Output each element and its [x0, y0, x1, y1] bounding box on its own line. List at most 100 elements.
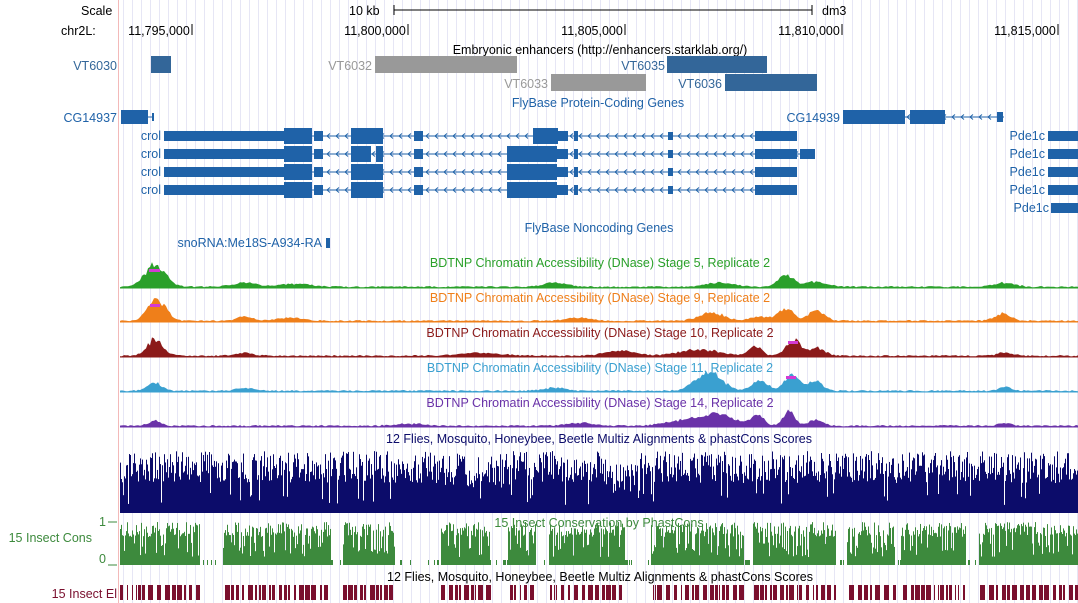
- phastcons-bar: [160, 535, 161, 565]
- multiz-bar: [1016, 468, 1017, 513]
- multiz-bar: [141, 464, 142, 513]
- enhancer-vt6033[interactable]: [551, 74, 646, 91]
- dnase-stage5-title[interactable]: BDTNP Chromatin Accessibility (DNase) St…: [429, 256, 771, 270]
- snorna-feature[interactable]: [326, 238, 330, 248]
- multiz-bar: [991, 456, 992, 513]
- gene-label-pde1c[interactable]: Pde1c: [1009, 129, 1045, 143]
- enhancer-label[interactable]: VT6033: [504, 77, 548, 91]
- enhancer-vt6030[interactable]: [151, 56, 171, 73]
- phastcons-side-label[interactable]: 15 Insect Cons: [8, 531, 92, 545]
- enhancer-vt6035[interactable]: [667, 56, 767, 73]
- element-bar: [893, 585, 896, 600]
- multiz-bar: [882, 457, 883, 513]
- multiz-bar: [744, 472, 745, 513]
- enhancer-label[interactable]: VT6032: [328, 59, 372, 73]
- multiz-bar: [945, 471, 946, 513]
- multiz-bar: [676, 481, 677, 513]
- elements-side-label[interactable]: 15 Insect El: [51, 587, 117, 601]
- exon: [755, 167, 797, 177]
- multiz-bar: [983, 462, 984, 513]
- multiz-bar: [679, 469, 680, 513]
- element-bar: [722, 585, 725, 600]
- phastcons-bar: [203, 560, 204, 565]
- dnase-stage10-title[interactable]: BDTNP Chromatin Accessibility (DNase) St…: [426, 326, 774, 340]
- dnase-signal-tracks[interactable]: [120, 262, 1078, 428]
- phastcons-bar: [553, 556, 554, 565]
- phastcons-bar: [625, 560, 626, 565]
- multiz-bar: [631, 464, 632, 513]
- exon: [164, 167, 284, 177]
- elements-track-title[interactable]: 12 Flies, Mosquito, Honeybee, Beetle Mul…: [387, 570, 813, 584]
- gene-label-crol[interactable]: crol: [140, 147, 161, 161]
- gene-label-pde1c[interactable]: Pde1c: [1009, 183, 1045, 197]
- gene-label-pde1c[interactable]: Pde1c: [1009, 165, 1045, 179]
- coding-gene-models[interactable]: [121, 110, 1078, 213]
- multiz-track-title[interactable]: 12 Flies, Mosquito, Honeybee, Beetle Mul…: [386, 432, 812, 446]
- gene-label-crol[interactable]: crol: [140, 129, 161, 143]
- multiz-bar: [618, 481, 619, 513]
- phastcons-bar: [997, 526, 998, 565]
- multiz-bar: [365, 480, 366, 513]
- multiz-bar: [364, 480, 365, 513]
- multiz-bar: [533, 477, 534, 513]
- strand-arrow: [740, 169, 745, 175]
- multiz-bar: [167, 459, 168, 513]
- multiz-bar: [286, 463, 287, 513]
- multiz-bar: [188, 456, 189, 513]
- gene-label-snorna[interactable]: snoRNA:Me18S-A934-RA: [177, 236, 322, 250]
- phastcons-bar: [358, 551, 359, 565]
- gene-label-cg14937[interactable]: CG14937: [63, 111, 117, 125]
- gene-label-crol[interactable]: crol: [140, 183, 161, 197]
- dnase-stage14-title[interactable]: BDTNP Chromatin Accessibility (DNase) St…: [426, 396, 774, 410]
- element-bar: [926, 585, 931, 600]
- enhancer-vt6036[interactable]: [725, 74, 817, 91]
- multiz-bar: [545, 454, 546, 513]
- multiz-bar: [342, 455, 343, 513]
- gene-label-pde1c[interactable]: Pde1c: [1009, 147, 1045, 161]
- element-bar: [520, 585, 521, 600]
- multiz-bar: [503, 483, 504, 513]
- phastcons-bar: [610, 522, 611, 565]
- multiz-bar: [454, 477, 455, 513]
- gene-model-crol: [164, 182, 797, 198]
- multiz-bar: [571, 467, 572, 513]
- dnase-stage11-title[interactable]: BDTNP Chromatin Accessibility (DNase) St…: [426, 361, 774, 375]
- gene-label-cg14939[interactable]: CG14939: [786, 111, 840, 125]
- multiz-conservation-bars[interactable]: [120, 451, 1078, 513]
- enhancer-vt6032[interactable]: [375, 56, 517, 73]
- multiz-bar: [791, 476, 792, 513]
- multiz-bar: [645, 455, 646, 513]
- multiz-bar: [275, 467, 276, 513]
- phastcons-bar: [913, 531, 914, 565]
- phastcons-bar: [162, 545, 163, 565]
- dnase-stage9-title[interactable]: BDTNP Chromatin Accessibility (DNase) St…: [429, 291, 771, 305]
- element-bar: [279, 585, 282, 600]
- phastcons-bar: [560, 548, 561, 565]
- dnase-clipped-marker: [149, 269, 160, 272]
- phastcons-bars[interactable]: [120, 522, 1078, 565]
- phastcons-bar: [662, 528, 663, 565]
- multiz-bar: [245, 474, 246, 513]
- strand-arrow: [650, 133, 655, 139]
- enhancer-label[interactable]: VT6035: [621, 59, 665, 73]
- element-bar: [449, 585, 453, 600]
- exon: [152, 113, 154, 121]
- multiz-bar: [137, 470, 138, 513]
- conserved-elements-bars[interactable]: [120, 585, 1078, 600]
- multiz-bar: [781, 503, 782, 513]
- enhancer-label[interactable]: VT6036: [678, 77, 722, 91]
- multiz-bar: [414, 461, 415, 513]
- phastcons-bar: [693, 549, 694, 565]
- phastcons-bar: [376, 529, 377, 565]
- multiz-bar: [886, 463, 887, 513]
- multiz-bar: [1045, 478, 1046, 513]
- coding-genes-track-title[interactable]: FlyBase Protein-Coding Genes: [511, 96, 685, 110]
- noncoding-genes-track-title[interactable]: FlyBase Noncoding Genes: [524, 221, 674, 235]
- gene-label-pde1c[interactable]: Pde1c: [1013, 201, 1049, 215]
- multiz-bar: [869, 460, 870, 513]
- gene-label-crol[interactable]: crol: [140, 165, 161, 179]
- enhancer-label[interactable]: VT6030: [73, 59, 117, 73]
- enhancers-track-title[interactable]: Embryonic enhancers (http://enhancers.st…: [452, 43, 748, 57]
- phastcons-bar: [800, 545, 801, 565]
